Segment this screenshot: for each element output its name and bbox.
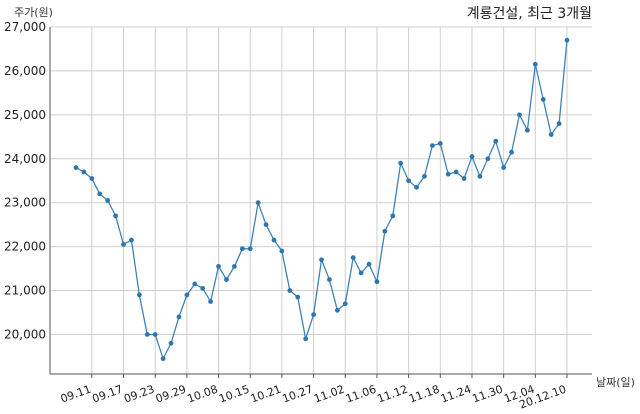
data-point	[532, 61, 538, 67]
y-tick-label: 26,000	[4, 64, 46, 78]
data-point	[469, 154, 475, 159]
data-point	[342, 301, 348, 307]
y-axis-label: 주가(원)	[14, 6, 53, 19]
data-point	[287, 288, 293, 293]
y-tick-label: 24,000	[4, 152, 46, 166]
y-tick-label: 22,000	[4, 240, 46, 254]
data-point	[255, 200, 261, 206]
data-point	[263, 222, 269, 228]
data-point	[192, 281, 198, 287]
x-tick-label: 09.23	[122, 383, 156, 406]
data-point	[374, 279, 380, 285]
data-point	[509, 149, 514, 155]
y-tick-label: 21,000	[4, 284, 46, 298]
data-point	[200, 285, 206, 291]
x-tick-labels: 09.1109.1709.2309.2910.0810.1510.2110.27…	[59, 383, 568, 412]
x-tick-label: 11.24	[439, 383, 473, 406]
data-point	[556, 121, 562, 127]
price-line	[75, 40, 568, 361]
y-tick-label: 25,000	[4, 108, 46, 122]
data-point	[366, 261, 372, 267]
data-point	[113, 213, 118, 219]
series-layer	[73, 37, 570, 362]
data-point	[176, 314, 182, 320]
data-point	[429, 143, 435, 148]
data-point	[97, 191, 103, 197]
y-tick-label: 27,000	[4, 20, 46, 34]
data-point	[350, 255, 356, 261]
data-point	[168, 340, 174, 346]
data-point	[121, 242, 126, 247]
data-point	[564, 37, 570, 43]
data-point	[406, 178, 412, 184]
y-tick-label: 20,000	[4, 327, 46, 341]
data-point	[525, 127, 530, 133]
data-point	[73, 165, 79, 170]
data-point	[271, 237, 277, 243]
data-point	[453, 169, 459, 175]
data-point	[295, 294, 301, 300]
data-point	[136, 292, 142, 298]
x-tick-label: 11.06	[344, 383, 378, 406]
data-point	[414, 184, 419, 190]
data-point	[216, 263, 221, 269]
x-tick-label: 11.30	[471, 383, 505, 406]
data-point	[208, 299, 214, 304]
x-tick-label: 11.18	[407, 383, 441, 406]
data-point	[501, 165, 507, 170]
x-tick-label: 10.21	[249, 383, 283, 406]
x-tick-label: 10.08	[186, 383, 220, 406]
data-point	[89, 176, 95, 181]
data-point	[334, 307, 340, 313]
data-point	[184, 292, 190, 298]
data-point	[327, 277, 332, 282]
data-point	[461, 176, 467, 181]
data-point	[279, 248, 285, 254]
data-point	[540, 97, 546, 102]
data-point	[81, 169, 87, 175]
data-point	[303, 336, 309, 342]
x-tick-label: 11.02	[312, 383, 346, 406]
axes	[49, 27, 592, 378]
data-point	[390, 213, 396, 219]
data-point	[477, 173, 483, 179]
data-point	[548, 132, 554, 138]
data-point	[485, 156, 491, 162]
data-point	[129, 237, 134, 243]
x-tick-label: 11.12	[376, 383, 410, 406]
x-tick-label: 09.29	[154, 383, 188, 406]
data-point	[105, 198, 111, 203]
data-point	[144, 332, 150, 337]
x-axis-label: 날짜(일)	[596, 375, 635, 389]
data-point	[445, 171, 451, 177]
data-point	[160, 356, 166, 362]
data-point	[247, 246, 253, 252]
data-point	[319, 257, 324, 263]
data-point	[422, 173, 427, 179]
data-point	[382, 228, 388, 234]
data-point	[358, 270, 364, 276]
data-point	[398, 160, 404, 166]
y-tick-labels: 20,000 21,000 22,000 23,000 24,000 25,000 26,0…	[4, 20, 46, 341]
data-point	[517, 112, 522, 118]
chart-title: 계룡건설, 최근 3개월	[467, 6, 592, 22]
x-tick-label: 10.27	[281, 383, 315, 406]
data-point	[311, 312, 316, 318]
x-tick-label: 09.17	[90, 383, 124, 406]
data-point	[231, 263, 237, 269]
grid-lines	[50, 26, 592, 374]
data-point	[437, 140, 443, 146]
data-point	[493, 138, 499, 144]
y-tick-label: 23,000	[4, 196, 46, 210]
x-tick-label: 09.11	[59, 383, 93, 406]
x-tick-label: 10.15	[217, 383, 251, 406]
data-point	[239, 246, 245, 252]
data-point	[152, 332, 158, 337]
data-point	[224, 277, 229, 282]
